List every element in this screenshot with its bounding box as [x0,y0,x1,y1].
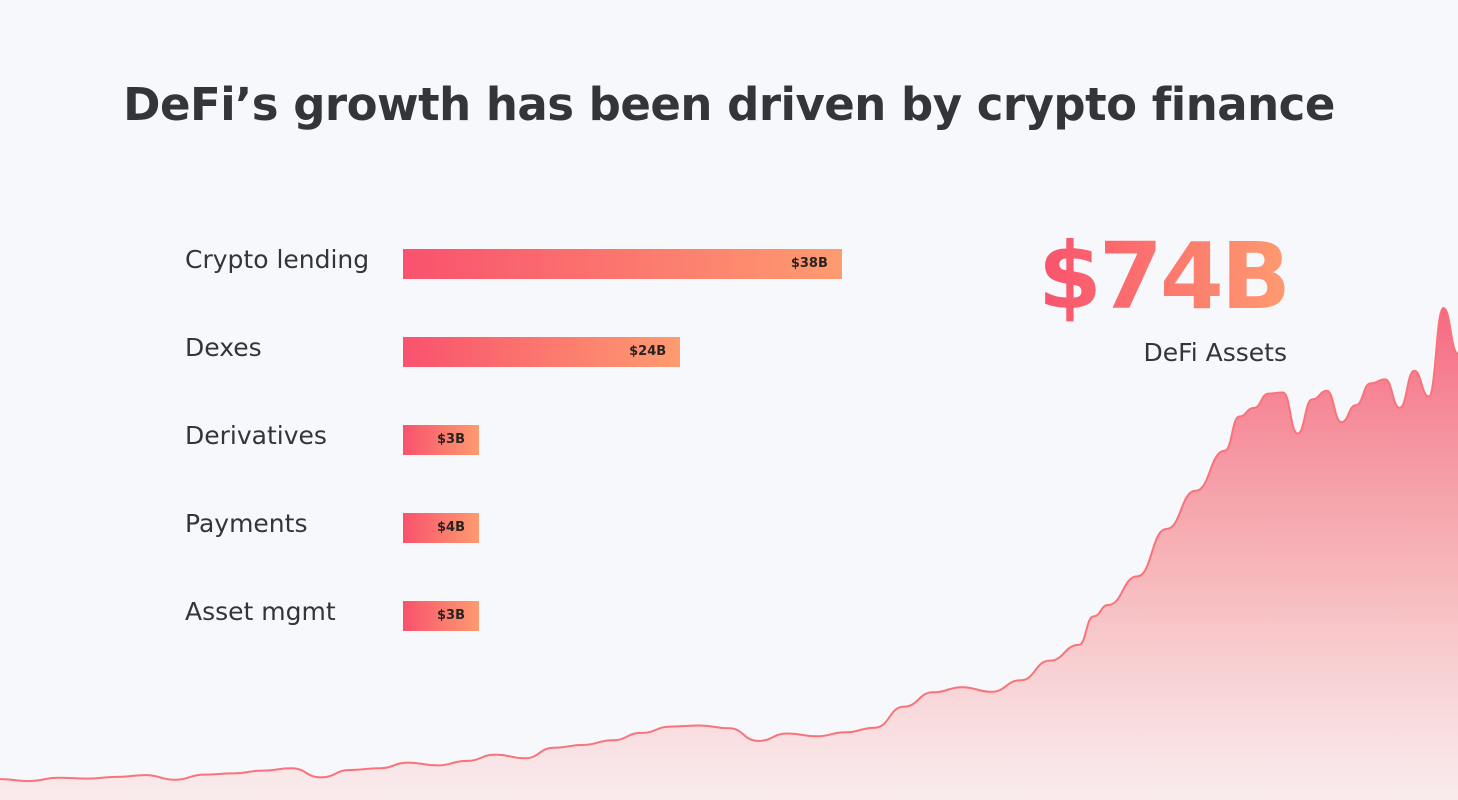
defi-assets-caption: DeFi Assets [1143,338,1287,367]
bar-category-label: Derivatives [185,421,327,450]
bar-category-label: Asset mgmt [185,597,336,626]
bar: $38B [403,249,842,279]
bar-value-label: $3B [437,432,465,447]
bar-category-label: Dexes [185,333,262,362]
bar: $3B [403,601,479,631]
bar-value-label: $3B [437,608,465,623]
bar-category-label: Payments [185,509,308,538]
bar-value-label: $38B [790,256,828,271]
page-title: DeFi’s growth has been driven by crypto … [123,78,1335,131]
area-series-line [0,307,1458,783]
bar: $4B [403,513,479,543]
bar-value-label: $4B [437,520,465,535]
bar: $3B [403,425,479,455]
defi-assets-total: $74B [1037,223,1291,330]
area-fill [0,308,1458,800]
bar-category-label: Crypto lending [185,245,370,274]
bar: $24B [403,337,681,367]
bar-value-label: $24B [629,344,667,359]
